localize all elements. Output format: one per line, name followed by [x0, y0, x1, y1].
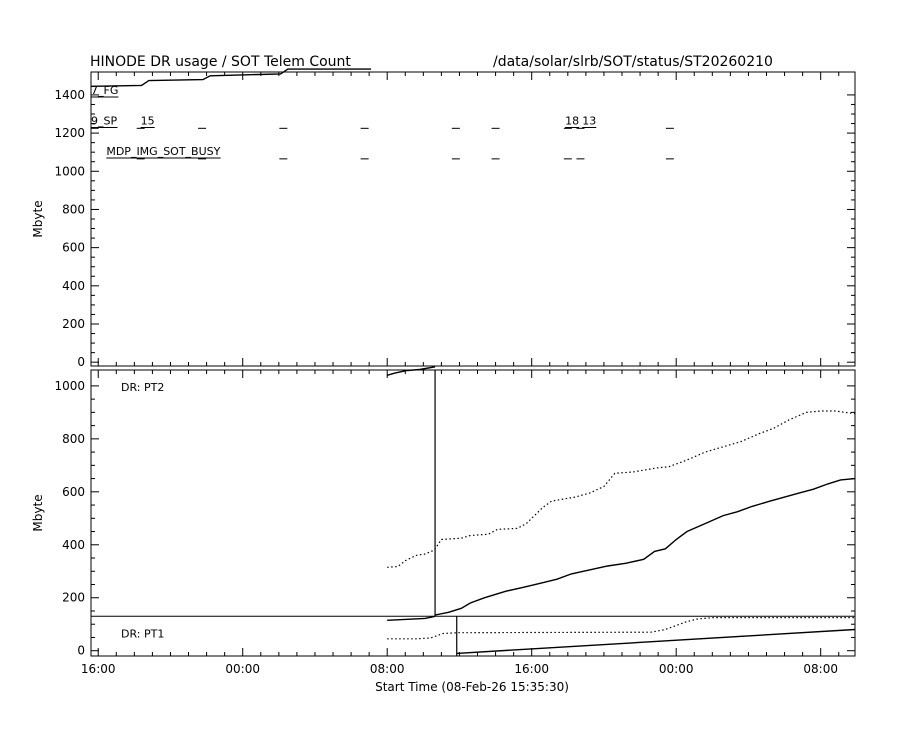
x-tick-label: 00:00: [225, 662, 260, 676]
y-axis-label: Mbyte: [31, 494, 45, 531]
legend-label: DR: PT2: [121, 381, 164, 394]
series-line-dotted: [387, 616, 855, 640]
event-label: 15: [141, 115, 155, 128]
event-label: 9_SP: [91, 115, 117, 128]
plot-frame: [90, 71, 856, 367]
x-tick-label: 16:00: [81, 662, 116, 676]
series-line-solid: [90, 68, 371, 87]
x-tick-label: 08:00: [803, 662, 838, 676]
y-tick-label: 1000: [54, 164, 85, 178]
y-tick-label: 600: [62, 485, 85, 499]
series-line-solid: [434, 477, 856, 616]
x-tick-label: 00:00: [659, 662, 694, 676]
x-tick-label: 08:00: [370, 662, 405, 676]
series-line-solid: [387, 615, 436, 621]
data-path: /data/solar/slrb/SOT/status/ST20260210: [493, 54, 773, 70]
plot-frame: [90, 369, 856, 657]
top-panel: 0 200 400 600 800 1000 1200 1400 Mbyte 7_FG 9_SP 15…: [31, 68, 856, 369]
y-tick-label: 200: [62, 591, 85, 605]
y-tick-label: 200: [62, 317, 85, 331]
y-tick-label: 800: [62, 432, 85, 446]
x-axis-label: Start Time (08-Feb-26 15:35:30): [375, 680, 569, 694]
x-tick-label: 16:00: [514, 662, 549, 676]
y-tick-label: 800: [62, 202, 85, 216]
chart-title: HINODE DR usage / SOT Telem Count: [90, 54, 351, 70]
y-tick-label: 1400: [54, 88, 85, 102]
event-label: 13: [582, 115, 596, 128]
bottom-panel: 0 200 400 600 800 1000 16:00 00:00 08:00 16:00 00:…: [31, 366, 856, 676]
event-label: MDP_IMG_SOT_BUSY: [106, 145, 220, 158]
y-tick-label: 400: [62, 538, 85, 552]
y-tick-label: 0: [77, 355, 85, 369]
y-tick-label: 0: [77, 644, 85, 658]
y-tick-label: 400: [62, 279, 85, 293]
series-line-solid: [387, 366, 436, 376]
y-tick-label: 600: [62, 241, 85, 255]
y-tick-label: 1000: [54, 379, 85, 393]
series-line-solid: [456, 628, 856, 655]
y-tick-label: 1200: [54, 126, 85, 140]
y-axis-label: Mbyte: [31, 200, 45, 237]
series-line-dotted: [387, 410, 856, 568]
event-label: 7_FG: [91, 84, 118, 97]
legend-label: DR: PT1: [121, 627, 164, 640]
event-label: 18: [565, 115, 579, 128]
